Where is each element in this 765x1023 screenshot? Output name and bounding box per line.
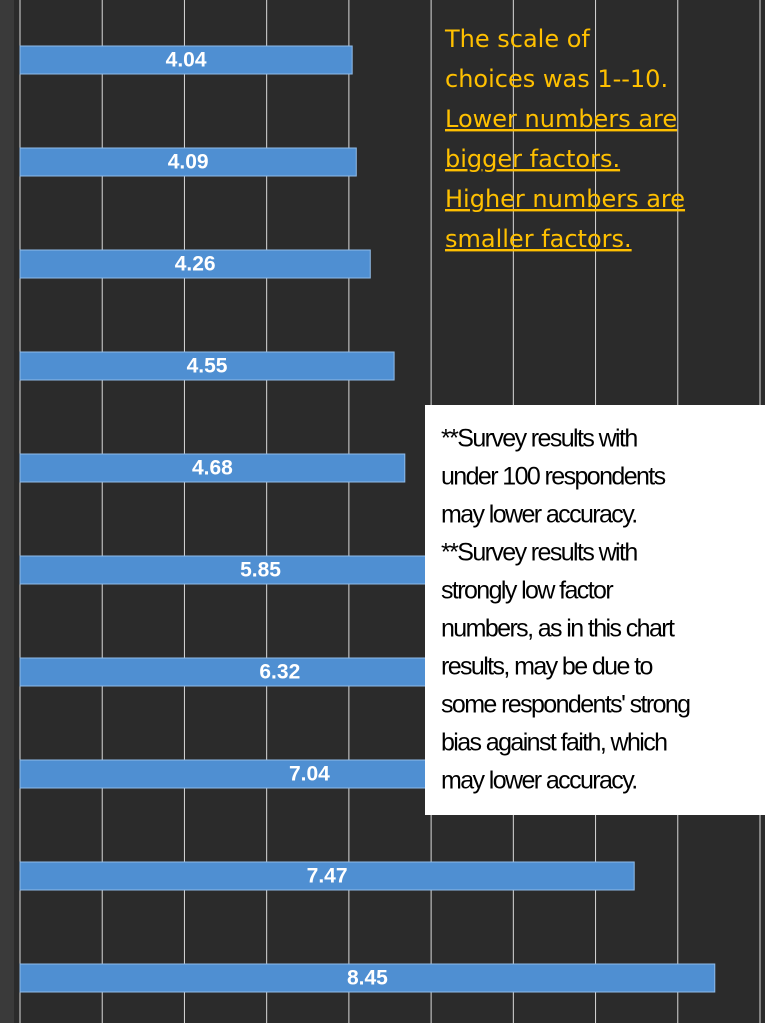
value-label: 4.55 [187, 355, 228, 378]
value-label: 4.04 [166, 49, 207, 72]
bar [19, 249, 371, 279]
disclaimer-line: may lower accuracy. [441, 767, 637, 795]
value-label: 7.47 [307, 865, 348, 888]
disclaimer-line: numbers, as in this chart [441, 615, 675, 643]
note-line: Higher numbers are [445, 185, 685, 213]
disclaimer-line: under 100 respondents [441, 463, 666, 491]
bar [19, 45, 353, 75]
value-label: 8.45 [347, 967, 388, 990]
note-line: choices was 1--10. [445, 65, 668, 93]
note-line: smaller factors. [445, 225, 632, 253]
value-label: 5.85 [240, 559, 281, 582]
value-label: 7.04 [289, 763, 330, 786]
value-label: 6.32 [259, 661, 300, 684]
note-line: The scale of [444, 25, 590, 53]
value-label: 4.26 [175, 253, 216, 276]
disclaimer-box [425, 405, 765, 815]
disclaimer-line: **Survey results with [441, 539, 637, 567]
disclaimer-line: bias against faith, which [441, 729, 667, 757]
value-label: 4.09 [168, 151, 209, 174]
bar [19, 555, 502, 585]
bar [19, 147, 357, 177]
bar [19, 861, 635, 891]
bar [19, 453, 406, 483]
disclaimer-line: strongly low factor [441, 577, 613, 605]
note-line: Lower numbers are [445, 105, 677, 133]
bar [19, 963, 716, 993]
disclaimer-line: some respondents' strong [441, 691, 690, 719]
disclaimer-line: may lower accuracy. [441, 501, 637, 529]
bar [19, 351, 395, 381]
value-label: 4.68 [192, 457, 233, 480]
disclaimer-line: results, may be due to [441, 653, 652, 681]
left-edge [0, 0, 14, 1023]
disclaimer-line: **Survey results with [441, 425, 637, 453]
note-line: bigger factors. [445, 145, 620, 173]
